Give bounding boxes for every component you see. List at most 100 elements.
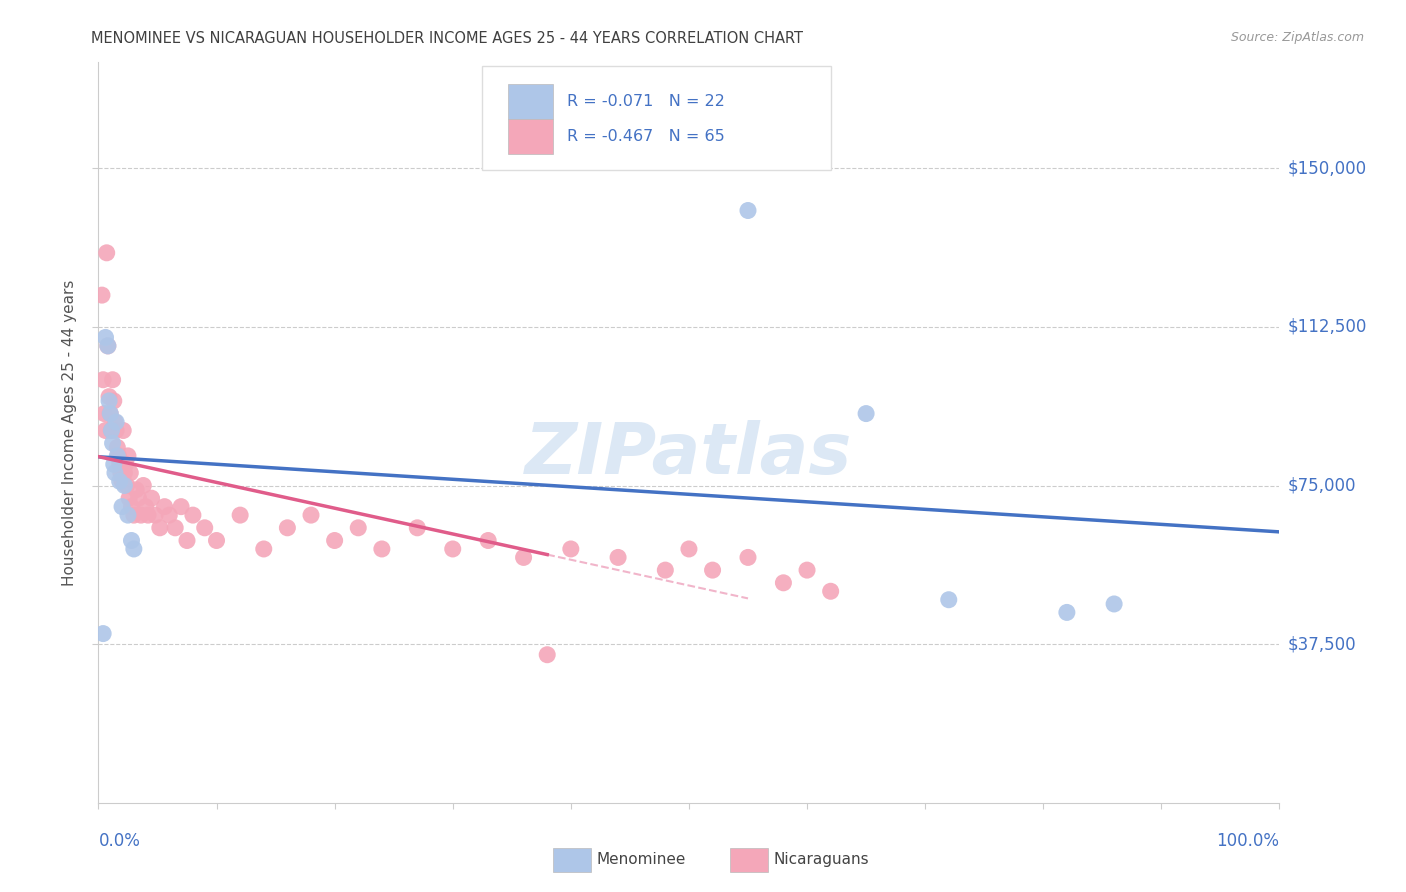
Text: $75,000: $75,000 [1288,476,1357,494]
Point [170,500,193,514]
Point [117,508,139,522]
Point [104,466,127,480]
Point [101,436,124,450]
Point [737,203,759,218]
Point [108,458,131,472]
Point [347,521,370,535]
Point [512,550,534,565]
Text: R = -0.467   N = 65: R = -0.467 N = 65 [567,129,725,144]
Point [91,626,114,640]
Point [205,533,228,548]
Point [157,508,180,522]
Text: $37,500: $37,500 [1288,635,1357,653]
Point [737,550,759,565]
Point [176,533,198,548]
Point [678,541,700,556]
FancyBboxPatch shape [508,119,553,154]
Point [103,458,125,472]
Point [103,393,125,408]
Point [938,592,960,607]
Point [107,449,129,463]
Point [98,390,121,404]
Point [105,441,128,455]
Point [125,483,148,497]
Point [120,466,142,480]
Point [132,478,155,492]
Text: 100.0%: 100.0% [1216,832,1279,850]
Point [477,533,499,548]
Point [165,521,187,535]
Text: ZIPatlas: ZIPatlas [526,420,852,490]
Point [121,533,143,548]
FancyBboxPatch shape [482,66,831,169]
Point [94,424,117,438]
Point [299,508,322,522]
Text: MENOMINEE VS NICARAGUAN HOUSEHOLDER INCOME AGES 25 - 44 YEARS CORRELATION CHART: MENOMINEE VS NICARAGUAN HOUSEHOLDER INCO… [91,31,803,46]
Point [406,521,429,535]
Point [105,415,128,429]
Point [112,424,135,438]
Point [110,466,132,480]
Point [149,521,172,535]
Point [560,541,582,556]
Text: Menominee: Menominee [596,853,686,867]
Point [100,424,122,438]
Point [135,500,157,514]
Point [118,491,141,506]
Point [111,500,134,514]
Text: Source: ZipAtlas.com: Source: ZipAtlas.com [1230,31,1364,45]
Point [94,330,117,344]
Point [97,339,120,353]
Point [607,550,630,565]
FancyBboxPatch shape [730,848,768,871]
Point [371,541,394,556]
Point [117,449,139,463]
Point [100,424,122,438]
Point [1056,606,1078,620]
Point [114,458,136,472]
Point [122,541,145,556]
Point [796,563,818,577]
Point [229,508,252,522]
Point [112,466,135,480]
Point [143,508,166,522]
Point [536,648,558,662]
Point [141,491,163,506]
Point [111,475,134,489]
Point [98,407,121,421]
Point [98,407,121,421]
FancyBboxPatch shape [553,848,591,871]
Point [253,541,276,556]
Point [98,393,121,408]
Point [105,449,128,463]
Point [129,508,152,522]
Point [820,584,842,599]
Y-axis label: Householder Income Ages 25 - 44 years: Householder Income Ages 25 - 44 years [62,279,77,586]
Text: Nicaraguans: Nicaraguans [773,853,869,867]
Text: 0.0%: 0.0% [98,832,141,850]
Point [105,424,128,438]
Point [121,500,143,514]
Point [441,541,464,556]
Point [91,373,114,387]
Point [128,491,150,506]
Point [122,508,145,522]
Point [702,563,724,577]
Point [1102,597,1125,611]
Text: $112,500: $112,500 [1288,318,1367,336]
Point [855,407,877,421]
Point [181,508,204,522]
Point [101,373,124,387]
Point [108,475,131,489]
Point [112,478,135,492]
Point [93,407,115,421]
Point [91,288,114,302]
Point [276,521,298,535]
Text: $150,000: $150,000 [1288,159,1367,178]
Point [136,508,159,522]
Point [115,478,138,492]
Point [772,575,794,590]
Point [97,339,120,353]
Point [194,521,217,535]
Point [654,563,676,577]
